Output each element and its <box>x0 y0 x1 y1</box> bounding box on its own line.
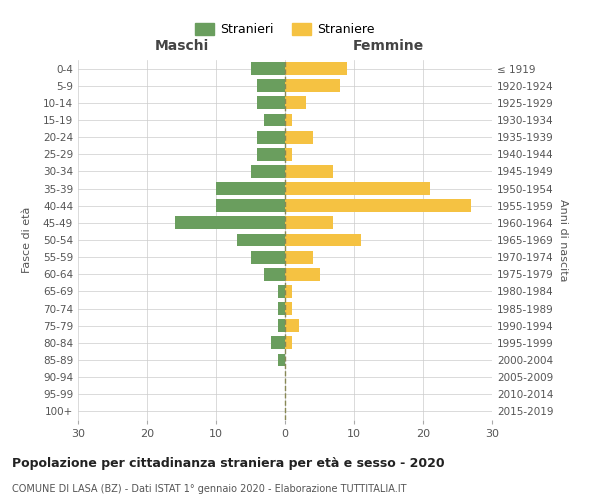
Bar <box>271 336 285 349</box>
Bar <box>285 320 299 332</box>
Bar <box>278 320 285 332</box>
Legend: Stranieri, Straniere: Stranieri, Straniere <box>191 20 379 40</box>
Bar <box>285 182 430 195</box>
Bar <box>285 114 292 126</box>
Bar <box>265 268 285 280</box>
Bar <box>285 302 292 315</box>
Bar <box>278 302 285 315</box>
Text: COMUNE DI LASA (BZ) - Dati ISTAT 1° gennaio 2020 - Elaborazione TUTTITALIA.IT: COMUNE DI LASA (BZ) - Dati ISTAT 1° genn… <box>12 484 407 494</box>
Text: Femmine: Femmine <box>353 39 424 53</box>
Bar <box>175 216 285 230</box>
Bar <box>285 268 320 280</box>
Bar <box>257 80 285 92</box>
Bar <box>257 148 285 160</box>
Bar <box>285 130 313 143</box>
Bar <box>251 165 285 178</box>
Bar <box>285 285 292 298</box>
Text: Popolazione per cittadinanza straniera per età e sesso - 2020: Popolazione per cittadinanza straniera p… <box>12 458 445 470</box>
Bar <box>257 96 285 110</box>
Text: Maschi: Maschi <box>154 39 209 53</box>
Bar <box>278 354 285 366</box>
Bar <box>285 200 472 212</box>
Bar <box>285 234 361 246</box>
Bar <box>285 336 292 349</box>
Bar <box>265 114 285 126</box>
Bar <box>237 234 285 246</box>
Bar <box>251 250 285 264</box>
Bar <box>285 80 340 92</box>
Y-axis label: Fasce di età: Fasce di età <box>22 207 32 273</box>
Bar <box>216 200 285 212</box>
Bar <box>285 148 292 160</box>
Bar <box>216 182 285 195</box>
Y-axis label: Anni di nascita: Anni di nascita <box>557 198 568 281</box>
Bar <box>257 130 285 143</box>
Bar <box>285 165 334 178</box>
Bar <box>285 62 347 75</box>
Bar <box>285 96 306 110</box>
Bar <box>285 216 334 230</box>
Bar <box>278 285 285 298</box>
Bar <box>285 250 313 264</box>
Bar <box>251 62 285 75</box>
